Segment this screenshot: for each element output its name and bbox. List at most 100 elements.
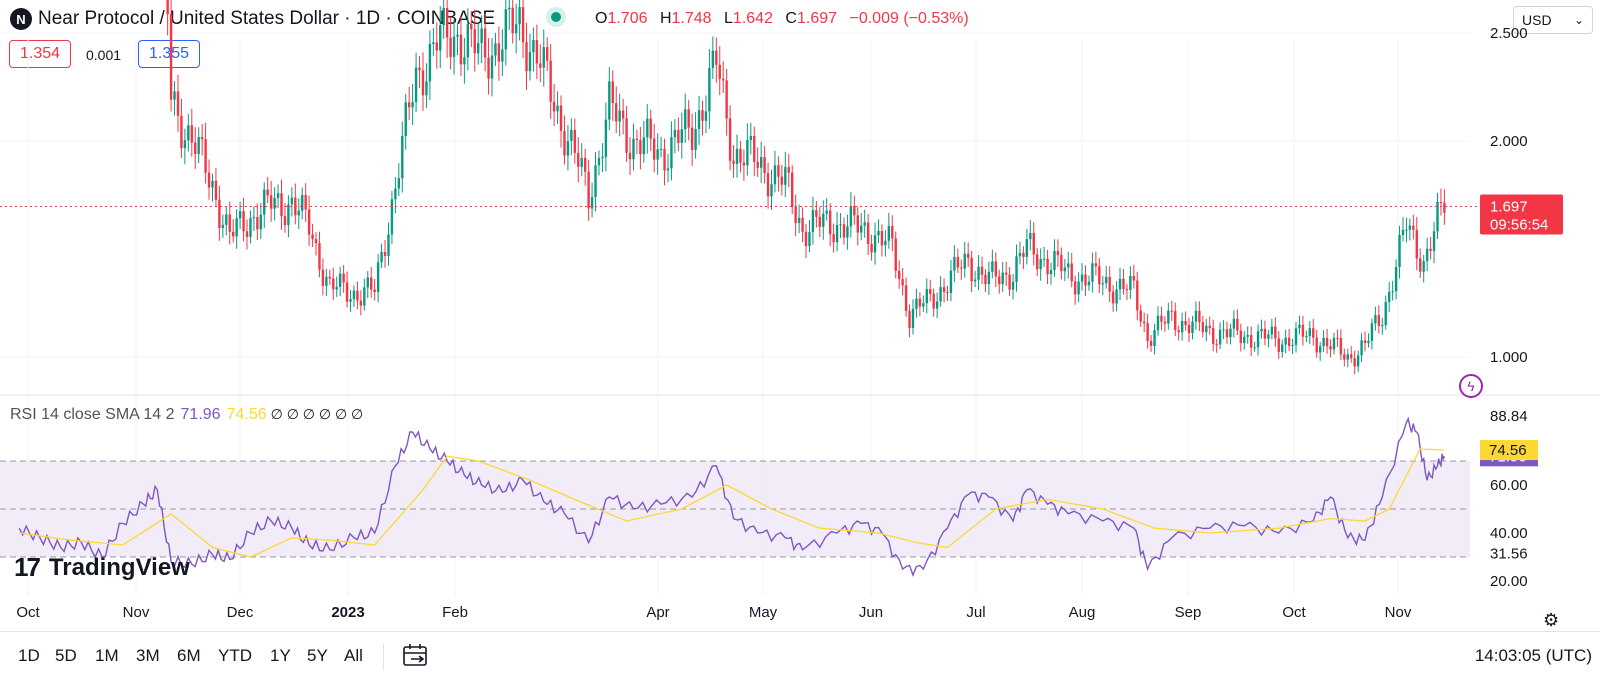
candle-body bbox=[704, 111, 708, 121]
candle-body bbox=[1253, 347, 1256, 349]
calendar-range-icon[interactable] bbox=[402, 643, 430, 669]
candle-body bbox=[387, 234, 390, 257]
candle-body bbox=[1256, 331, 1260, 348]
candle-body bbox=[1422, 261, 1425, 272]
candle-body bbox=[221, 224, 225, 228]
candle-body bbox=[273, 198, 276, 209]
candle-body bbox=[866, 222, 870, 245]
toolbar-divider bbox=[383, 644, 384, 670]
candle-body bbox=[1146, 323, 1149, 341]
candle-body bbox=[249, 218, 252, 237]
candle-body bbox=[1370, 323, 1374, 341]
candle-body bbox=[1211, 328, 1215, 344]
candle-body bbox=[1401, 229, 1405, 235]
timeframe-1m[interactable]: 1M bbox=[95, 646, 119, 665]
candle-body bbox=[394, 188, 397, 200]
symbol-title[interactable]: Near Protocol / United States Dollar · 1… bbox=[38, 8, 496, 29]
candle-body bbox=[597, 158, 601, 166]
candle-body bbox=[338, 273, 342, 287]
candle-body bbox=[815, 210, 818, 217]
candle-body bbox=[1284, 337, 1287, 345]
rsi-legend[interactable]: RSI 14 close SMA 14 2 71.96 74.56 ∅ ∅ ∅ ∅ ∅… bbox=[10, 406, 363, 424]
timeframe-5d[interactable]: 5D bbox=[55, 646, 77, 665]
sell-price-button[interactable]: 1.354 bbox=[9, 40, 72, 68]
candle-body bbox=[301, 195, 304, 211]
candle-body bbox=[318, 243, 321, 270]
candle-body bbox=[238, 211, 242, 219]
candle-body bbox=[566, 141, 570, 156]
candle-body bbox=[897, 270, 901, 280]
clock[interactable]: 14:03:05 (UTC) bbox=[1474, 646, 1592, 665]
candle-body bbox=[166, 0, 169, 15]
timeframe-6m[interactable]: 6M bbox=[177, 646, 201, 665]
currency-value: USD bbox=[1522, 12, 1552, 28]
candle-body bbox=[608, 81, 611, 120]
candle-body bbox=[856, 215, 859, 233]
gear-icon[interactable]: ⚙ bbox=[1543, 610, 1560, 630]
tradingview-logo[interactable]: 17 TradingView bbox=[14, 552, 190, 583]
lightning-icon[interactable]: ϟ bbox=[1459, 374, 1483, 398]
candle-body bbox=[1329, 346, 1332, 350]
candle-body bbox=[204, 139, 207, 173]
candle-body bbox=[1091, 263, 1094, 282]
candle-body bbox=[801, 217, 804, 232]
candle-body bbox=[1360, 340, 1363, 356]
candle-body bbox=[1436, 201, 1439, 232]
candle-body bbox=[759, 157, 763, 168]
candle-body bbox=[935, 301, 939, 309]
candle-body bbox=[494, 43, 497, 56]
market-status-dot[interactable] bbox=[551, 12, 561, 22]
null-values: ∅ ∅ ∅ ∅ ∅ ∅ bbox=[270, 406, 364, 422]
candle-body bbox=[773, 165, 777, 185]
candle-body bbox=[846, 226, 849, 238]
candle-body bbox=[349, 299, 352, 302]
candle-body bbox=[231, 231, 235, 237]
candle-body bbox=[611, 81, 614, 104]
candle-body bbox=[577, 152, 580, 167]
candle-body bbox=[1160, 315, 1163, 322]
buy-price-button[interactable]: 1.355 bbox=[138, 40, 201, 68]
candle-body bbox=[1022, 252, 1025, 257]
candle-body bbox=[987, 271, 991, 285]
candle-body bbox=[1350, 354, 1353, 359]
candle-body bbox=[942, 287, 946, 292]
timeframe-1y[interactable]: 1Y bbox=[270, 646, 291, 665]
sma-legend-value: 74.56 bbox=[226, 406, 267, 423]
candle-body bbox=[766, 173, 770, 197]
timeframe-5y[interactable]: 5Y bbox=[307, 646, 328, 665]
timeframe-1d[interactable]: 1D bbox=[18, 646, 40, 665]
candle-body bbox=[363, 287, 366, 306]
candle-body bbox=[1222, 329, 1225, 331]
candle-body bbox=[1039, 259, 1042, 270]
candle-body bbox=[176, 91, 180, 116]
candle-body bbox=[811, 210, 815, 233]
timeframe-all[interactable]: All bbox=[344, 646, 363, 665]
last-price-label-box bbox=[1480, 194, 1563, 235]
candle-body bbox=[1367, 340, 1370, 344]
candle-body bbox=[1053, 250, 1056, 270]
chart-canvas[interactable]: 1.69709:56:541.0002.0002.5003.0003.50020… bbox=[0, 0, 1600, 631]
candle-body bbox=[663, 148, 666, 171]
candle-body bbox=[1263, 328, 1267, 339]
timeframe-ytd[interactable]: YTD bbox=[218, 646, 252, 665]
candle-body bbox=[242, 211, 245, 232]
candle-body bbox=[904, 285, 908, 312]
candle-body bbox=[583, 157, 587, 172]
price-axis-tick: 1.000 bbox=[1490, 349, 1528, 366]
candle-body bbox=[311, 234, 314, 240]
candle-body bbox=[1115, 289, 1118, 304]
candle-body bbox=[1229, 328, 1232, 338]
time-axis-tick: May bbox=[749, 604, 778, 621]
candle-body bbox=[1177, 330, 1180, 333]
candle-body bbox=[887, 225, 891, 241]
candle-body bbox=[435, 42, 438, 51]
candle-body bbox=[325, 276, 328, 286]
timeframe-3m[interactable]: 3M bbox=[136, 646, 160, 665]
candle-body bbox=[390, 199, 394, 235]
currency-select[interactable]: USD ⌄ bbox=[1513, 6, 1593, 34]
candle-body bbox=[1015, 256, 1018, 282]
candle-body bbox=[397, 178, 401, 189]
near-logo-icon: N bbox=[10, 8, 32, 30]
candle-body bbox=[780, 176, 784, 185]
candle-body bbox=[635, 138, 639, 141]
